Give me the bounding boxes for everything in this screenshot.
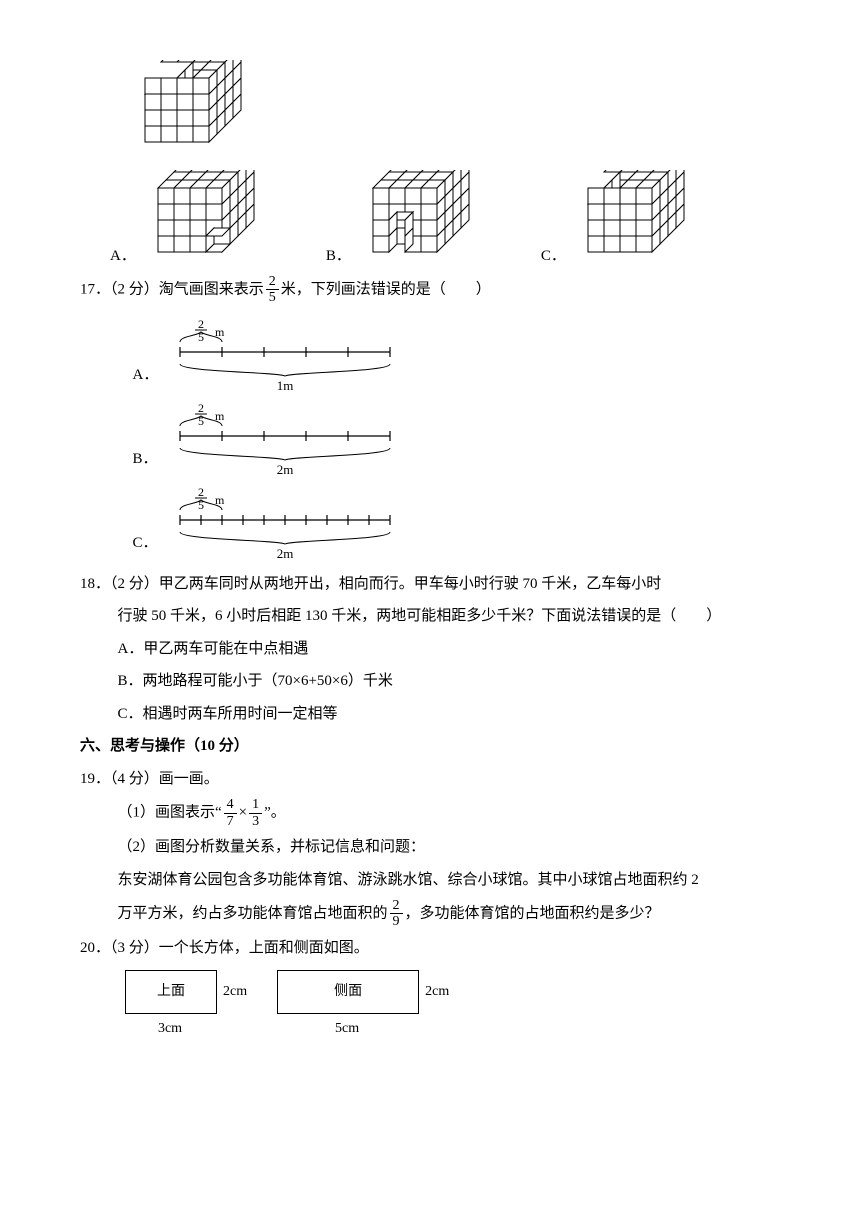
svg-text:5: 5	[198, 330, 204, 344]
svg-text:1m: 1m	[277, 378, 294, 390]
label-c: C．	[541, 242, 566, 271]
cube-option-b: B．	[326, 170, 481, 270]
q19-f2: 13	[249, 797, 262, 829]
svg-text:m: m	[215, 325, 225, 339]
q17-options: A． 25m1m B． 25m2m C． 25m2m	[133, 318, 781, 558]
svg-text:2m: 2m	[276, 462, 293, 474]
q20-side-group: 侧面 2cm 5cm	[277, 970, 449, 1043]
q20-top-w: 3cm	[125, 1016, 215, 1043]
q20-side-label: 侧面	[334, 979, 362, 1006]
q19-p4a: 万平方米，约占多功能体育馆占地面积的	[118, 905, 388, 921]
q20-side-w: 5cm	[277, 1016, 417, 1043]
q20-top-box: 上面	[125, 970, 217, 1014]
label-b: B．	[326, 242, 351, 271]
q19-p1a: （1）画图表示“	[118, 805, 222, 821]
q18-optA: A．甲乙两车可能在中点相遇	[80, 635, 780, 664]
stem-cube	[133, 60, 781, 170]
q20-side-box: 侧面	[277, 970, 419, 1014]
q20-side-h: 2cm	[425, 979, 449, 1006]
q19-p2: （2）画图分析数量关系，并标记信息和问题：	[80, 833, 780, 862]
q17-option-a: A． 25m1m	[133, 318, 781, 390]
q19-p4: 万平方米，约占多功能体育馆占地面积的29，多功能体育馆的占地面积约是多少？	[80, 898, 780, 930]
q19-p1b: ”。	[264, 805, 286, 821]
q19-head: 19．（4 分）画一画。	[80, 765, 780, 794]
svg-text:m: m	[215, 493, 225, 507]
q17-suffix: 米，下列画法错误的是（ ）	[281, 281, 491, 297]
q17-label-b: B．	[133, 445, 158, 474]
q18-line2: 行驶 50 千米，6 小时后相距 130 千米，两地可能相距多少千米？下面说法错…	[80, 602, 780, 631]
section6-heading: 六、思考与操作（10 分）	[80, 732, 780, 761]
q20-boxes: 上面 2cm 3cm 侧面 2cm 5cm	[125, 970, 780, 1043]
label-a: A．	[110, 242, 136, 271]
q17-label-c: C．	[133, 529, 158, 558]
q17-label-a: A．	[133, 361, 159, 390]
q18-optB: B．两地路程可能小于（70×6+50×6）千米	[80, 667, 780, 696]
q19-times: ×	[239, 805, 247, 821]
q17-text: 17．（2 分）淘气画图来表示25米，下列画法错误的是（ ）	[80, 274, 780, 306]
cube-option-a: A．	[110, 170, 266, 270]
cube-options-row: A． B． C．	[110, 170, 780, 270]
q19-p4b: ，多功能体育馆的占地面积约是多少？	[405, 905, 660, 921]
q19-f3: 29	[390, 898, 403, 930]
q19-f1: 47	[224, 797, 237, 829]
q17-option-b: B． 25m2m	[133, 402, 781, 474]
svg-text:2m: 2m	[276, 546, 293, 558]
q17-prefix: 17．（2 分）淘气画图来表示	[80, 281, 264, 297]
q18-line1: 18．（2 分）甲乙两车同时从两地开出，相向而行。甲车每小时行驶 70 千米，乙…	[80, 570, 780, 599]
q17-frac: 25	[266, 274, 279, 306]
svg-text:5: 5	[198, 414, 204, 428]
q20-head: 20．（3 分）一个长方体，上面和侧面如图。	[80, 934, 780, 963]
q17-option-c: C． 25m2m	[133, 486, 781, 558]
q19-p1: （1）画图表示“47×13”。	[80, 797, 780, 829]
svg-text:m: m	[215, 409, 225, 423]
q20-top-group: 上面 2cm 3cm	[125, 970, 247, 1043]
svg-text:5: 5	[198, 498, 204, 512]
q18-optC: C．相遇时两车所用时间一定相等	[80, 700, 780, 729]
q19-p3: 东安湖体育公园包含多功能体育馆、游泳跳水馆、综合小球馆。其中小球馆占地面积约 2	[80, 866, 780, 895]
q20-top-h: 2cm	[223, 979, 247, 1006]
q20-top-label: 上面	[157, 979, 185, 1006]
cube-option-c: C．	[541, 170, 696, 270]
